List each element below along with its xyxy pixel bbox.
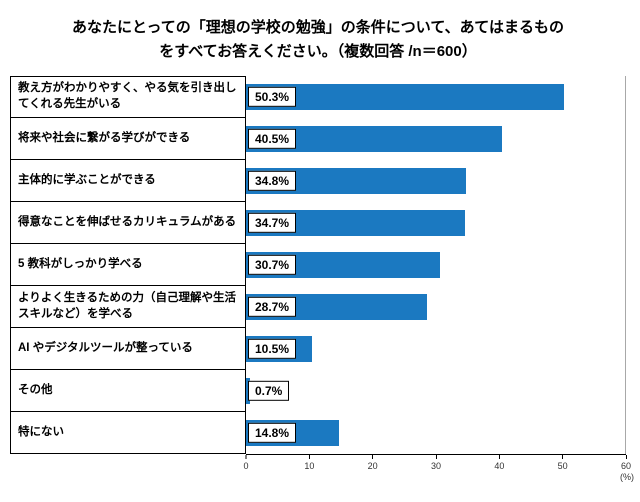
x-tick-label: 0	[243, 455, 248, 471]
bar-cell: 34.7%	[246, 202, 626, 244]
value-label: 50.3%	[248, 86, 297, 108]
value-label: 34.7%	[248, 212, 297, 234]
value-label: 30.7%	[248, 254, 297, 276]
chart-row: その他 0.7%	[10, 370, 626, 412]
chart-row: 特にない 14.8%	[10, 412, 626, 454]
category-label: よりよく生きるための力（自己理解や生活スキルなど）を学べる	[10, 286, 246, 328]
bar-cell: 0.7%	[246, 370, 626, 412]
category-label: 主体的に学ぶことができる	[10, 160, 246, 202]
category-label: 特にない	[10, 412, 246, 454]
x-tick-label: 40	[494, 455, 504, 471]
x-tick-label: 60	[621, 455, 631, 471]
bar-cell: 10.5%	[246, 328, 626, 370]
value-label: 34.8%	[248, 170, 297, 192]
bar-cell: 30.7%	[246, 244, 626, 286]
chart-rows: 教え方がわかりやすく、やる気を引き出してくれる先生がいる 50.3% 将来や社会に繋…	[10, 76, 626, 454]
axis-spacer	[10, 454, 246, 487]
value-label: 10.5%	[248, 338, 297, 360]
bar-cell: 40.5%	[246, 118, 626, 160]
chart-title-line1: あなたにとっての「理想の学校の勉強」の条件について、あてはまるもの	[71, 19, 564, 36]
chart-row: 教え方がわかりやすく、やる気を引き出してくれる先生がいる 50.3%	[10, 76, 626, 118]
x-tick-label: 50	[558, 455, 568, 471]
chart-row: 主体的に学ぶことができる 34.8%	[10, 160, 626, 202]
bar	[246, 84, 564, 110]
category-label: AI やデジタルツールが整っている	[10, 328, 246, 370]
chart-row: 得意なことを伸ばせるカリキュラムがある 34.7%	[10, 202, 626, 244]
bar-cell: 28.7%	[246, 286, 626, 328]
category-label: 教え方がわかりやすく、やる気を引き出してくれる先生がいる	[10, 76, 246, 118]
chart-row: 5 教科がしっかり学べる 30.7%	[10, 244, 626, 286]
bar-cell: 34.8%	[246, 160, 626, 202]
value-label: 14.8%	[248, 422, 297, 444]
chart-title: あなたにとっての「理想の学校の勉強」の条件について、あてはまるもの をすべてお答…	[10, 16, 626, 64]
value-label: 40.5%	[248, 128, 297, 150]
bar-cell: 50.3%	[246, 76, 626, 118]
category-label: 将来や社会に繋がる学びができる	[10, 118, 246, 160]
value-label: 28.7%	[248, 296, 297, 318]
x-tick-label: 10	[304, 455, 314, 471]
value-label: 0.7%	[248, 380, 290, 402]
category-label: 得意なことを伸ばせるカリキュラムがある	[10, 202, 246, 244]
bar-cell: 14.8%	[246, 412, 626, 454]
chart-row: よりよく生きるための力（自己理解や生活スキルなど）を学べる 28.7%	[10, 286, 626, 328]
category-label: 5 教科がしっかり学べる	[10, 244, 246, 286]
x-axis: (%) 0 10 20 30 40 50 60	[243, 454, 634, 487]
category-label: その他	[10, 370, 246, 412]
chart-row: AI やデジタルツールが整っている 10.5%	[10, 328, 626, 370]
x-tick-label: 30	[431, 455, 441, 471]
x-axis-unit: (%)	[620, 472, 634, 482]
axis-row: (%) 0 10 20 30 40 50 60	[10, 454, 634, 487]
chart-title-line2: をすべてお答えください。（複数回答 /n＝600）	[159, 43, 477, 60]
bar-chart: 教え方がわかりやすく、やる気を引き出してくれる先生がいる 50.3% 将来や社会に繋…	[10, 76, 634, 487]
chart-row: 将来や社会に繋がる学びができる 40.5%	[10, 118, 626, 160]
x-tick-label: 20	[368, 455, 378, 471]
